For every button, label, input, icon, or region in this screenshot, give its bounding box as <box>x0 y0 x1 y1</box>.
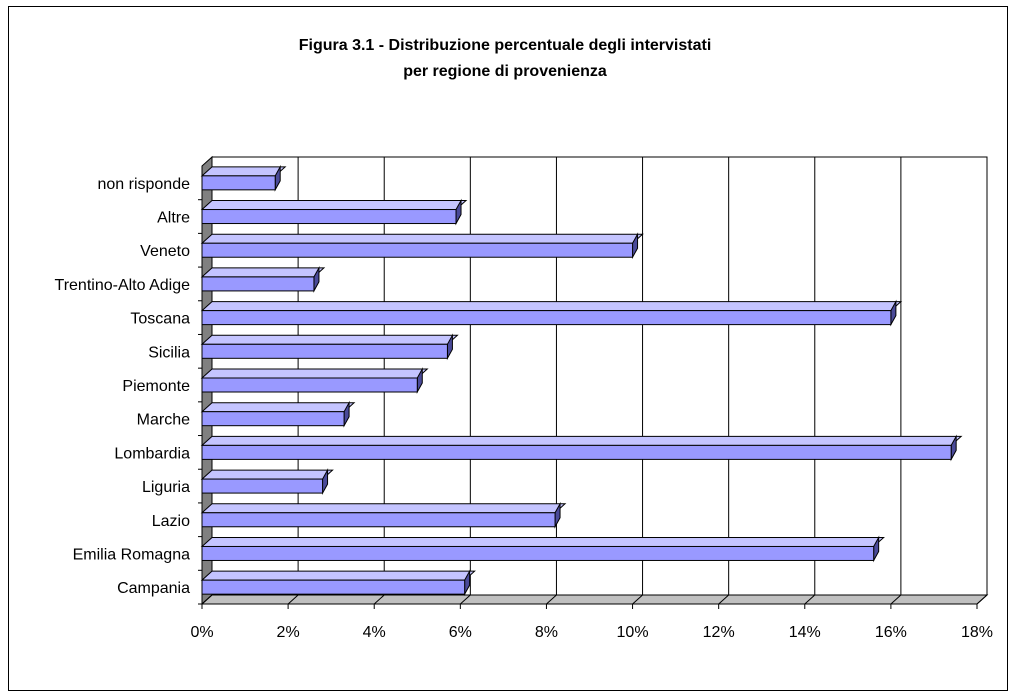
floor-gridline <box>890 594 902 605</box>
category-label: Sicilia <box>148 344 190 361</box>
x-tick-label: 14% <box>789 624 821 641</box>
bar <box>200 299 903 327</box>
floor-gridline <box>546 594 557 605</box>
category-label: Campania <box>117 580 190 597</box>
category-label: Lazio <box>152 513 190 530</box>
category-label: Trentino-Alto Adige <box>55 277 191 294</box>
bar <box>200 333 459 361</box>
bar-top <box>200 570 476 581</box>
floor-gridline <box>976 594 988 605</box>
category-label: Toscana <box>130 311 190 328</box>
bar-front <box>201 478 324 494</box>
bar-front <box>201 377 418 393</box>
bar-top <box>200 334 459 345</box>
bar-front <box>201 209 457 225</box>
bar-top <box>200 301 903 312</box>
bar-front <box>201 175 276 191</box>
x-tick-label: 10% <box>617 624 649 641</box>
bar <box>200 434 963 462</box>
bar-front <box>201 343 448 359</box>
category-label: non risponde <box>97 176 190 193</box>
floor-gridline <box>287 594 299 605</box>
bar <box>200 164 287 192</box>
bar <box>200 367 429 394</box>
x-tick-label: 0% <box>190 624 213 641</box>
chart-title-line1: Figura 3.1 - Distribuzione percentuale d… <box>298 37 712 54</box>
bar-top <box>200 536 885 547</box>
floor-gridline <box>804 594 816 605</box>
bar-top <box>200 469 334 480</box>
floor-gridline <box>201 594 213 605</box>
bar-front <box>201 512 556 528</box>
category-label: Altre <box>157 210 190 227</box>
x-tick-label: 2% <box>277 624 300 641</box>
bar <box>200 232 644 260</box>
category-label: Veneto <box>140 243 190 260</box>
x-tick-label: 18% <box>961 624 993 641</box>
bar <box>200 535 885 563</box>
category-label: Marche <box>137 412 190 429</box>
x-tick-label: 6% <box>449 624 472 641</box>
bar <box>200 265 326 293</box>
x-tick-label: 16% <box>875 624 907 641</box>
floor-gridline <box>373 594 385 605</box>
bar-top <box>200 435 963 446</box>
floor-gridline <box>718 594 730 605</box>
bar-top <box>200 166 287 177</box>
floor <box>200 594 989 605</box>
category-label: Emilia Romagna <box>73 546 190 563</box>
category-label: Liguria <box>142 479 190 496</box>
category-label: Lombardia <box>114 445 190 462</box>
bar-front <box>201 310 892 326</box>
bar <box>200 198 468 226</box>
bar-front <box>201 545 875 561</box>
bar <box>200 400 356 428</box>
category-label: Piemonte <box>122 378 190 395</box>
bar-front <box>201 579 466 595</box>
bar-top <box>200 503 567 514</box>
chart-title-line2: per regione di provenienza <box>403 63 607 80</box>
bar <box>200 569 476 597</box>
bar-top <box>200 233 644 244</box>
bar-top <box>200 200 468 211</box>
bar <box>200 501 567 529</box>
bar-front <box>201 276 315 292</box>
bar-top <box>200 402 356 413</box>
bar-front <box>201 411 345 427</box>
x-tick-label: 12% <box>703 624 735 641</box>
floor-gridline <box>632 594 643 605</box>
floor-gridline <box>459 594 471 605</box>
bar-front <box>201 444 952 460</box>
x-tick-label: 4% <box>363 624 386 641</box>
bar-top <box>200 368 429 379</box>
x-tick-label: 8% <box>535 624 558 641</box>
bar <box>200 468 334 496</box>
bar-front <box>201 242 634 258</box>
bar-top <box>200 267 326 278</box>
